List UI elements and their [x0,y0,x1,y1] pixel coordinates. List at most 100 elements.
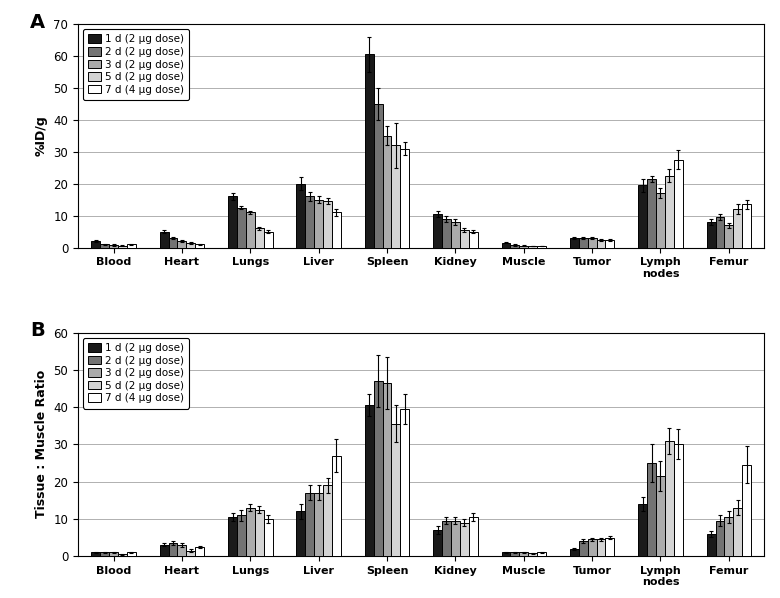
Text: A: A [30,13,45,32]
Bar [332,456,341,556]
Bar [392,424,400,556]
Bar [715,217,725,248]
Bar [400,409,410,556]
Bar [442,521,451,556]
Bar [587,539,597,556]
Bar [469,517,477,556]
Bar [305,196,314,248]
Bar [91,553,100,556]
Bar [160,545,168,556]
Bar [528,246,537,248]
Bar [323,201,332,248]
Bar [656,476,665,556]
Bar [597,539,605,556]
Bar [519,246,528,248]
Bar [305,493,314,556]
Bar [715,521,725,556]
Bar [707,534,715,556]
Bar [296,184,305,248]
Bar [528,553,537,556]
Bar [570,238,579,248]
Bar [195,547,204,556]
Bar [100,553,109,556]
Bar [246,508,255,556]
Bar [186,243,195,248]
Bar [186,551,195,556]
Bar [433,214,442,248]
Bar [537,553,546,556]
Bar [638,185,647,248]
Bar [168,543,178,556]
Bar [168,238,178,248]
Bar [264,231,272,248]
Bar [246,212,255,248]
Y-axis label: Tissue : Muscle Ratio: Tissue : Muscle Ratio [35,370,48,518]
Bar [178,545,186,556]
Bar [725,225,733,248]
Bar [314,200,323,248]
Legend: 1 d (2 μg dose), 2 d (2 μg dose), 3 d (2 μg dose), 5 d (2 μg dose), 7 d (4 μg do: 1 d (2 μg dose), 2 d (2 μg dose), 3 d (2… [83,29,190,100]
Bar [597,240,605,248]
Bar [665,441,674,556]
Bar [460,523,469,556]
Bar [255,228,264,248]
Bar [127,553,136,556]
Bar [725,517,733,556]
Bar [638,504,647,556]
Bar [605,240,615,248]
Bar [382,383,392,556]
Bar [237,515,246,556]
Y-axis label: %ID/g: %ID/g [35,115,48,156]
Bar [127,245,136,248]
Bar [502,243,510,248]
Bar [264,519,272,556]
Bar [674,160,682,248]
Bar [332,212,341,248]
Bar [469,231,477,248]
Bar [374,104,382,248]
Bar [587,238,597,248]
Bar [237,208,246,248]
Bar [365,405,374,556]
Bar [100,245,109,248]
Bar [519,553,528,556]
Bar [743,205,751,248]
Bar [647,179,656,248]
Bar [195,245,204,248]
Bar [579,541,587,556]
Bar [91,241,100,248]
Bar [296,511,305,556]
Bar [109,553,118,556]
Bar [374,381,382,556]
Bar [160,231,168,248]
Bar [510,553,519,556]
Bar [442,219,451,248]
Bar [537,246,546,248]
Bar [656,193,665,248]
Bar [451,222,460,248]
Text: B: B [30,321,44,340]
Bar [647,463,656,556]
Bar [392,145,400,248]
Bar [400,148,410,248]
Legend: 1 d (2 μg dose), 2 d (2 μg dose), 3 d (2 μg dose), 5 d (2 μg dose), 7 d (4 μg do: 1 d (2 μg dose), 2 d (2 μg dose), 3 d (2… [83,338,190,408]
Bar [674,444,682,556]
Bar [255,509,264,556]
Bar [109,245,118,248]
Bar [733,209,743,248]
Bar [579,238,587,248]
Bar [502,553,510,556]
Bar [743,465,751,556]
Bar [382,136,392,248]
Bar [314,493,323,556]
Bar [605,538,615,556]
Bar [228,517,237,556]
Bar [323,486,332,556]
Bar [665,176,674,248]
Bar [365,54,374,248]
Bar [570,549,579,556]
Bar [460,230,469,248]
Bar [118,554,127,556]
Bar [118,246,127,248]
Bar [510,245,519,248]
